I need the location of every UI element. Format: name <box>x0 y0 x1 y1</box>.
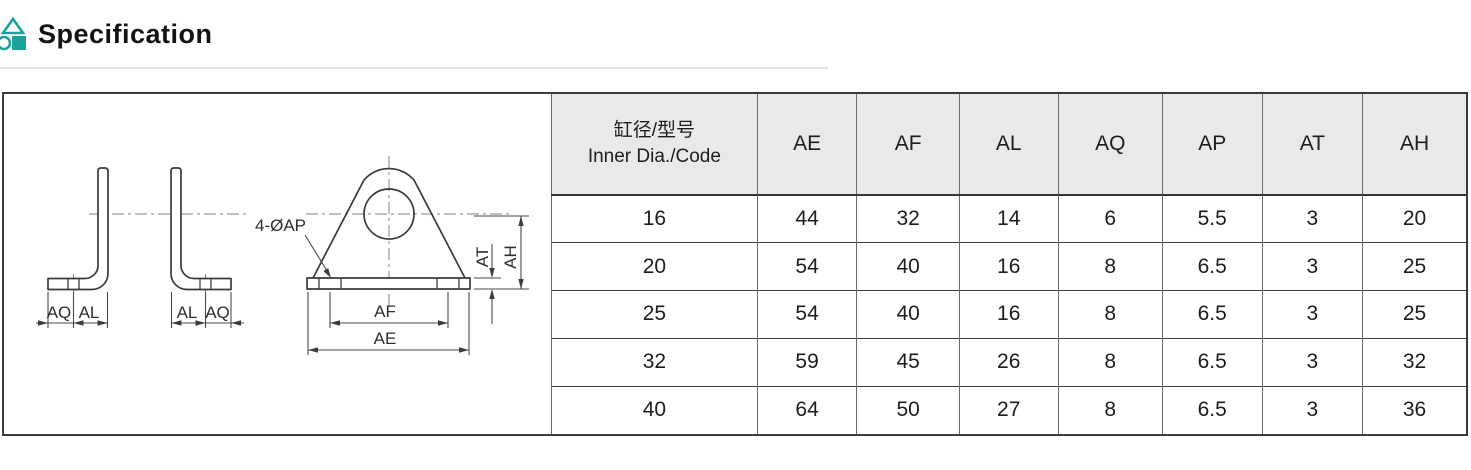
cell-value: 44 <box>756 195 857 243</box>
table-row: 16 44 32 14 6 5.5 3 20 <box>551 195 1466 243</box>
table-row: 25 54 40 16 8 6.5 3 25 <box>551 290 1466 339</box>
dim-arrow <box>97 320 108 326</box>
dim-label-ae: AE <box>374 329 397 348</box>
front-base-plate <box>306 277 471 290</box>
dim-label-at: AT <box>473 247 492 267</box>
specification-icon <box>0 16 26 51</box>
dim-arrow <box>330 320 340 326</box>
triangle-icon <box>0 16 26 35</box>
table-header-row: 缸径/型号 Inner Dia./Code AE AF AL AQ AP AT … <box>551 94 1466 196</box>
cell-value: 3 <box>1261 385 1363 434</box>
cell-value: 54 <box>756 290 857 339</box>
cell-value: 3 <box>1261 290 1363 339</box>
dim-label-aq-right: AQ <box>205 303 230 322</box>
page-title: Specification <box>38 18 213 49</box>
front-hole <box>363 188 415 240</box>
cell-value: 5.5 <box>1161 195 1263 243</box>
title-divider <box>0 67 828 69</box>
cell-value: 3 <box>1261 195 1363 243</box>
cell-code: 20 <box>551 242 758 291</box>
col-header-cn: 缸径/型号 <box>613 120 696 142</box>
col-header-ah: AH <box>1362 94 1466 196</box>
right-bracket-outline <box>170 167 232 291</box>
dim-label-aq-left: AQ <box>47 303 72 322</box>
cell-value: 3 <box>1261 337 1363 387</box>
cell-value: 6.5 <box>1161 242 1263 291</box>
table-row: 32 59 45 26 8 6.5 3 32 <box>551 337 1466 387</box>
cell-value: 32 <box>856 195 960 243</box>
cell-value: 14 <box>958 195 1059 243</box>
circle-icon <box>0 35 12 51</box>
dim-arrow <box>308 347 318 353</box>
cell-value: 6.5 <box>1161 337 1263 387</box>
cell-value: 40 <box>856 290 960 339</box>
dim-label-al-right: AL <box>177 303 198 322</box>
cell-value: 36 <box>1362 385 1466 434</box>
technical-drawing: 4-ØAP AQ AL AL AQ <box>4 94 551 434</box>
dim-arrow <box>459 347 469 353</box>
cell-value: 20 <box>1362 195 1466 243</box>
cell-value: 27 <box>958 385 1059 434</box>
cell-value: 25 <box>1362 242 1466 291</box>
cell-code: 25 <box>551 290 758 339</box>
dim-arrow <box>518 279 524 289</box>
hole-callout-leader <box>304 234 330 275</box>
cell-code: 40 <box>551 385 758 434</box>
col-header-ap: AP <box>1161 94 1263 196</box>
col-header-ae: AE <box>756 94 857 196</box>
page-header: Specification <box>0 10 213 58</box>
square-icon <box>12 36 26 50</box>
hole-callout-arrow <box>323 268 331 278</box>
table-row: 40 64 50 27 8 6.5 3 36 <box>551 385 1466 434</box>
cell-value: 26 <box>958 337 1059 387</box>
dim-arrow <box>171 320 182 326</box>
dim-arrow <box>195 320 206 326</box>
col-header-aq: AQ <box>1057 94 1163 196</box>
left-bracket-outline <box>47 167 109 291</box>
cell-value: 54 <box>756 242 857 291</box>
cell-value: 8 <box>1057 337 1163 387</box>
cell-value: 8 <box>1057 385 1163 434</box>
dim-arrow <box>38 320 48 326</box>
cell-code: 32 <box>551 337 758 387</box>
dim-arrow <box>489 268 495 278</box>
dim-arrow <box>489 289 495 299</box>
cell-value: 40 <box>856 242 960 291</box>
front-dome-outline <box>312 167 466 279</box>
cell-value: 45 <box>856 337 960 387</box>
cell-value: 25 <box>1362 290 1466 339</box>
dim-label-al-left: AL <box>79 303 100 322</box>
cell-value: 8 <box>1057 242 1163 291</box>
cell-value: 64 <box>756 385 857 434</box>
dim-arrow <box>518 216 524 226</box>
cell-value: 50 <box>856 385 960 434</box>
cell-code: 16 <box>551 195 758 243</box>
col-header-at: AT <box>1261 94 1363 196</box>
dim-label-ah: AH <box>501 245 520 269</box>
cell-value: 6 <box>1057 195 1163 243</box>
dim-arrow <box>231 320 241 326</box>
specification-panel: 4-ØAP AQ AL AL AQ <box>2 92 1468 436</box>
bracket-drawing: 4-ØAP AQ AL AL AQ <box>36 156 529 355</box>
cell-value: 32 <box>1362 337 1466 387</box>
table-row: 20 54 40 16 8 6.5 3 25 <box>551 242 1466 291</box>
cell-value: 59 <box>756 337 857 387</box>
col-header-af: AF <box>856 94 960 196</box>
dim-label-af: AF <box>374 302 396 321</box>
cell-value: 8 <box>1057 290 1163 339</box>
specification-table: 缸径/型号 Inner Dia./Code AE AF AL AQ AP AT … <box>551 94 1466 434</box>
cell-value: 3 <box>1261 242 1363 291</box>
dim-arrow <box>438 320 448 326</box>
dim-arrow <box>73 320 84 326</box>
col-header-inner-dia-code: 缸径/型号 Inner Dia./Code <box>551 94 758 196</box>
cell-value: 16 <box>958 290 1059 339</box>
cell-value: 6.5 <box>1161 385 1263 434</box>
hole-callout-label: 4-ØAP <box>255 216 306 235</box>
cell-value: 16 <box>958 242 1059 291</box>
cell-value: 6.5 <box>1161 290 1263 339</box>
col-header-en: Inner Dia./Code <box>587 146 721 167</box>
col-header-al: AL <box>958 94 1059 196</box>
